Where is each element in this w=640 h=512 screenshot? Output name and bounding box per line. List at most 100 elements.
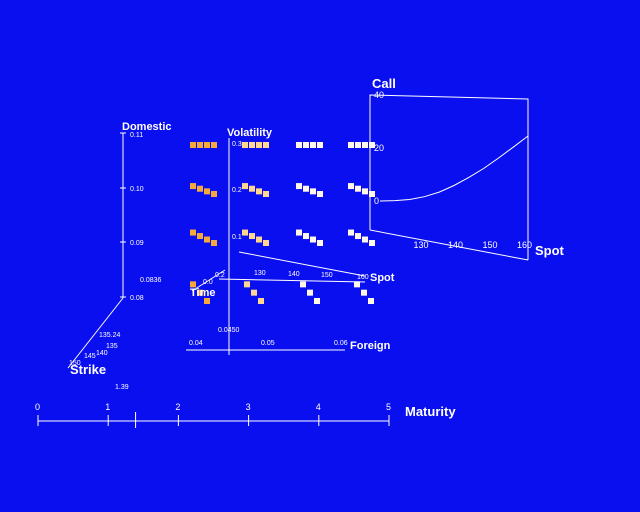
time-tick: 0.0 — [203, 279, 213, 286]
call-tick: 40 — [374, 90, 384, 100]
spot-panel-tick: 130 — [414, 240, 429, 250]
option-glyph — [263, 240, 269, 246]
domestic-tick: 0.10 — [130, 186, 144, 193]
option-glyph — [190, 281, 196, 288]
option-glyph — [355, 233, 361, 240]
volatility-axis: Volatility 0.3 0.2 0.1 — [227, 127, 273, 352]
inner-spot-axis: 130 140 150 160 Spot — [218, 251, 395, 284]
spot-inner-axis-label: Spot — [370, 272, 395, 284]
option-glyph — [256, 188, 262, 195]
option-glyph — [362, 142, 368, 148]
maturity-tick-label: 3 — [246, 402, 251, 412]
option-glyph-grid — [190, 142, 375, 304]
spot-panel-tick: 150 — [483, 240, 498, 250]
option-glyph — [314, 298, 320, 304]
maturity-axis-label: Maturity — [405, 404, 456, 419]
option-glyph — [256, 236, 262, 243]
option-glyph — [204, 298, 210, 304]
domestic-tick: 0.0836 — [140, 277, 162, 284]
option-glyph — [361, 289, 367, 296]
spot-inner-tick: 130 — [254, 270, 266, 277]
option-glyph — [249, 233, 255, 240]
option-glyph — [197, 185, 203, 192]
option-glyph — [249, 185, 255, 192]
option-glyph — [190, 142, 196, 148]
call-axis-label: Call — [372, 76, 396, 91]
option-glyph — [244, 281, 250, 288]
option-glyph — [369, 142, 375, 148]
maturity-current-value: 1.39 — [115, 384, 129, 391]
option-glyph — [354, 281, 360, 288]
option-glyph — [317, 240, 323, 246]
spot-inner-tick: 160 — [357, 274, 369, 281]
option-glyph — [258, 298, 264, 304]
spot-panel-tick: 160 — [517, 240, 532, 250]
foreign-axis-label: Foreign — [350, 340, 391, 352]
strike-axis-label: Strike — [70, 362, 106, 377]
option-glyph — [303, 142, 309, 148]
volatility-axis-label: Volatility — [227, 127, 273, 139]
foreign-axis: 0.04 0.0450 0.05 0.06 Foreign — [186, 327, 391, 355]
strike-tick: 145 — [84, 353, 96, 360]
time-axis-label: Time — [190, 287, 215, 299]
call-panel-floor — [369, 229, 529, 261]
option-glyph — [355, 185, 361, 192]
spot-panel-tick: 140 — [448, 240, 463, 250]
option-glyph — [310, 236, 316, 243]
spot-inner-tick: 150 — [321, 272, 333, 279]
option-glyph — [303, 233, 309, 240]
option-glyph — [310, 188, 316, 195]
strike-axis: 135.24 135 140 145 150 Strike 1.39 — [67, 297, 129, 391]
option-glyph — [296, 229, 302, 236]
option-glyph — [348, 229, 354, 236]
option-glyph — [368, 298, 374, 304]
option-glyph — [296, 183, 302, 190]
option-glyph — [242, 142, 248, 148]
call-tick: 20 — [374, 143, 384, 153]
option-glyph — [242, 229, 248, 236]
option-glyph — [263, 142, 269, 148]
foreign-tick: 0.0450 — [218, 327, 240, 334]
option-glyph — [369, 191, 375, 197]
option-glyph — [307, 289, 313, 296]
option-glyph — [204, 188, 210, 195]
option-glyph — [300, 281, 306, 288]
maturity-tick-label: 4 — [316, 402, 321, 412]
domestic-tick: 0.08 — [130, 295, 144, 302]
option-glyph — [296, 142, 302, 148]
option-glyph — [249, 142, 255, 148]
option-glyph — [348, 183, 354, 190]
option-glyph — [211, 142, 217, 148]
maturity-tick-label: 1 — [105, 402, 110, 412]
maturity-tick-label: 0 — [35, 402, 40, 412]
strike-tick: 140 — [96, 350, 108, 357]
time-axis: 0.2 0.0 Time — [190, 269, 226, 299]
foreign-tick: 0.05 — [261, 340, 275, 347]
option-glyph — [190, 183, 196, 190]
option-glyph — [362, 236, 368, 243]
strike-tick: 150 — [69, 360, 81, 367]
option-glyph — [211, 191, 217, 197]
domestic-tick: 0.11 — [130, 132, 143, 139]
option-glyph — [303, 185, 309, 192]
strike-tick: 135.24 — [99, 332, 121, 339]
maturity-slider[interactable]: Maturity 0 1 2 3 4 5 — [35, 402, 456, 428]
option-glyph — [204, 236, 210, 243]
option-glyph — [190, 229, 196, 236]
option-glyph — [256, 142, 262, 148]
option-glyph — [317, 191, 323, 197]
spot-inner-tick: 140 — [288, 271, 300, 278]
option-glyph — [348, 142, 354, 148]
domestic-tick: 0.09 — [130, 240, 144, 247]
option-glyph — [369, 240, 375, 246]
foreign-tick: 0.04 — [189, 340, 203, 347]
domestic-axis: Domestic 0.11 0.10 0.09 0.0836 0.08 — [120, 121, 172, 302]
option-glyph — [211, 240, 217, 246]
call-price-panel: Call Spot 40 20 0 130 140 150 160 — [369, 76, 565, 261]
volatility-tick: 0.2 — [232, 187, 242, 194]
option-glyph — [197, 233, 203, 240]
option-glyph — [251, 289, 257, 296]
option-glyph — [263, 191, 269, 197]
call-price-curve — [379, 135, 529, 202]
